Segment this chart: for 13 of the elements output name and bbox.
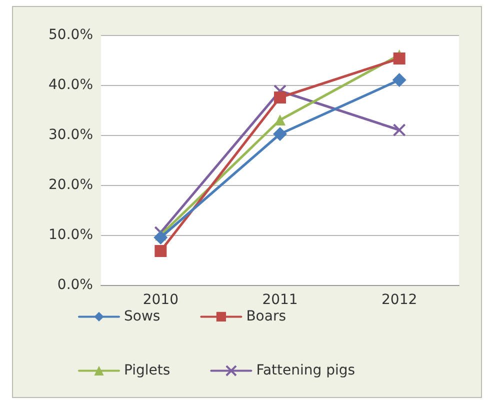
y-tick-label: 50.0% bbox=[48, 27, 93, 43]
legend-label: Boars bbox=[246, 308, 286, 325]
legend-label: Fattening pigs bbox=[256, 362, 356, 379]
x-tick-label: 2012 bbox=[382, 292, 418, 308]
x-tick-label: 2010 bbox=[142, 292, 178, 308]
y-tick-label: 20.0% bbox=[48, 177, 93, 193]
y-tick-label: 0.0% bbox=[57, 277, 93, 293]
legend-label: Piglets bbox=[124, 362, 170, 379]
y-tick-label: 10.0% bbox=[48, 227, 93, 243]
y-tick-label: 40.0% bbox=[48, 77, 93, 93]
y-tick-label: 30.0% bbox=[48, 127, 93, 143]
x-tick-label: 2011 bbox=[262, 292, 298, 308]
legend-label: Sows bbox=[124, 308, 160, 325]
